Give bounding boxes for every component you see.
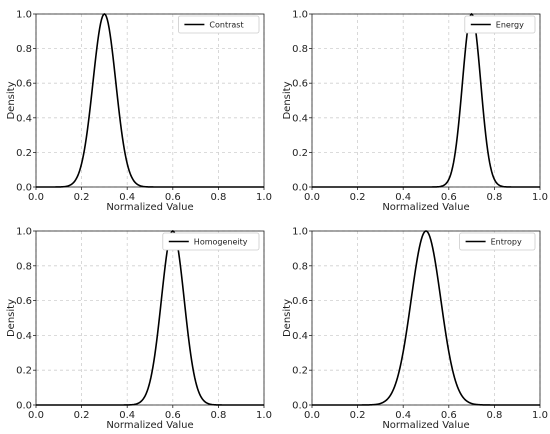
x-tick-label: 0.2 [74, 192, 90, 203]
x-tick-label: 0.2 [350, 410, 366, 421]
density-curve-energy [312, 12, 540, 188]
x-axis-label: Normalized Value [382, 420, 469, 431]
y-tick-label: 0.8 [292, 261, 308, 272]
legend: Homogeneity [162, 232, 260, 251]
legend-label: Contrast [209, 21, 243, 30]
density-curve-contrast [36, 13, 264, 188]
y-tick-label: 0.8 [16, 261, 32, 272]
x-tick-label: 1.0 [256, 410, 272, 421]
y-tick-label: 0.0 [292, 183, 308, 194]
y-tick-label: 0.6 [16, 296, 32, 307]
subplot-4: 0.0 0.2 0.4 0.6 0.8 1.0 0.0 0.2 0.4 0.6 0.8 1.0 Norm… [282, 227, 548, 432]
y-tick-label: 0.8 [16, 44, 32, 55]
plot-frame [311, 13, 541, 188]
x-tick-label: 0.4 [395, 410, 411, 421]
x-tick-label: 0.6 [165, 410, 181, 421]
legend-label: Homogeneity [194, 238, 248, 247]
y-tick-label: 1.0 [292, 10, 308, 21]
y-axis-label: Density [282, 299, 293, 337]
x-tick-label: 1.0 [532, 192, 548, 203]
plot-frame [311, 230, 541, 406]
x-axis-label: Normalized Value [382, 202, 469, 213]
legend-label: Energy [496, 21, 524, 30]
x-tick-label: 0.0 [304, 192, 320, 203]
y-tick-label: 0.8 [292, 44, 308, 55]
legend: Contrast [177, 15, 260, 34]
x-tick-label: 0.4 [119, 192, 135, 203]
y-tick-label: 0.0 [292, 401, 308, 412]
density-curve-entropy [312, 230, 540, 406]
y-tick-label: 0.2 [16, 366, 32, 377]
density-curve-homogeneity [36, 230, 264, 406]
y-tick-label: 1.0 [16, 227, 32, 238]
x-tick-label: 1.0 [532, 410, 548, 421]
y-tick-label: 0.6 [16, 79, 32, 90]
legend-box [162, 232, 260, 251]
y-tick-label: 0.6 [292, 296, 308, 307]
y-tick-label: 0.4 [16, 113, 32, 124]
x-tick-label: 1.0 [256, 192, 272, 203]
subplot-1: 0.0 0.2 0.4 0.6 0.8 1.0 0.0 0.2 0.4 0.6 0.8 1.0 Norm… [6, 10, 272, 214]
legend-box [464, 15, 536, 34]
x-tick-label: 0.4 [119, 410, 135, 421]
x-tick-label: 0.2 [74, 410, 90, 421]
x-tick-label: 0.0 [304, 410, 320, 421]
legend-box [177, 15, 260, 34]
y-tick-label: 0.2 [292, 148, 308, 159]
y-tick-label: 0.0 [16, 183, 32, 194]
x-tick-label: 0.8 [486, 410, 502, 421]
x-tick-label: 0.6 [165, 192, 181, 203]
x-tick-label: 0.8 [210, 192, 226, 203]
plot-frame [35, 230, 265, 406]
x-axis-label: Normalized Value [106, 420, 193, 431]
y-tick-label: 1.0 [16, 10, 32, 21]
y-axis-label: Density [6, 299, 17, 337]
y-tick-label: 0.0 [16, 401, 32, 412]
legend-box [459, 232, 536, 251]
legend: Energy [464, 15, 536, 34]
y-tick-label: 1.0 [292, 227, 308, 238]
subplot-2: 0.0 0.2 0.4 0.6 0.8 1.0 0.0 0.2 0.4 0.6 0.8 1.0 Norm… [282, 10, 548, 214]
y-tick-label: 0.6 [292, 79, 308, 90]
x-tick-label: 0.8 [210, 410, 226, 421]
legend-label: Entropy [491, 238, 522, 247]
y-tick-label: 0.2 [16, 148, 32, 159]
x-tick-label: 0.0 [28, 410, 44, 421]
x-tick-label: 0.6 [441, 410, 457, 421]
y-tick-label: 0.4 [292, 331, 308, 342]
y-tick-label: 0.4 [292, 113, 308, 124]
x-tick-label: 0.8 [486, 192, 502, 203]
subplot-3: 0.0 0.2 0.4 0.6 0.8 1.0 0.0 0.2 0.4 0.6 0.8 1.0 Norm… [6, 227, 272, 432]
y-tick-label: 0.4 [16, 331, 32, 342]
x-tick-label: 0.2 [350, 192, 366, 203]
x-tick-label: 0.6 [441, 192, 457, 203]
plot-frame [35, 13, 265, 188]
x-tick-label: 0.4 [395, 192, 411, 203]
x-tick-label: 0.0 [28, 192, 44, 203]
y-axis-label: Density [6, 81, 17, 119]
legend: Entropy [459, 232, 536, 251]
y-tick-label: 0.2 [292, 366, 308, 377]
x-axis-label: Normalized Value [106, 202, 193, 213]
y-axis-label: Density [282, 81, 293, 119]
